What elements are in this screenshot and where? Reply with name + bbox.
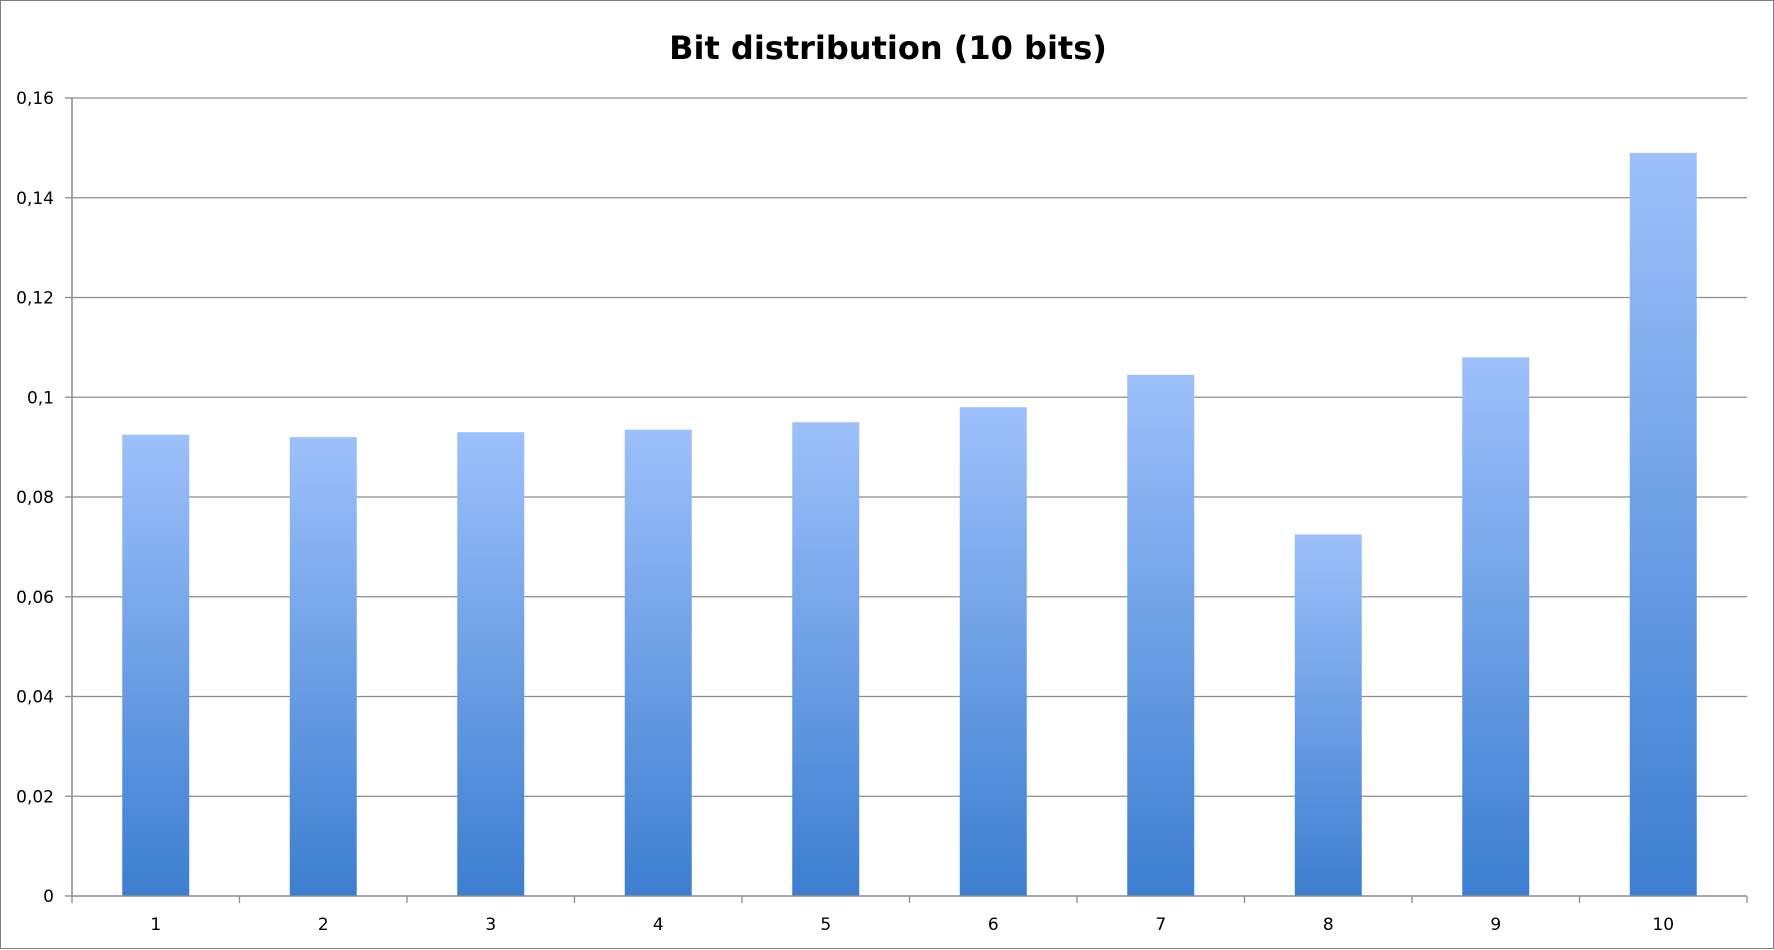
- x-axis-tick-labels: 1 2 3 4 5 6 7 8 9 10: [150, 915, 1674, 935]
- y-tick-label: 0,06: [16, 588, 54, 608]
- y-tick-label: 0,14: [16, 189, 54, 209]
- y-tick-label: 0,04: [16, 688, 54, 708]
- chart-title: Bit distribution (10 bits): [669, 29, 1107, 67]
- x-tick-label: 5: [820, 915, 831, 935]
- y-tick-label: 0,02: [16, 787, 54, 807]
- y-axis-tick-labels: 0 0,02 0,04 0,06 0,08 0,1 0,12 0,14 0,16: [16, 89, 72, 907]
- x-tick-label: 7: [1155, 915, 1166, 935]
- bar-9: [1462, 357, 1530, 897]
- x-tick-label: 3: [485, 915, 496, 935]
- y-tick-label: 0,1: [27, 388, 54, 408]
- x-tick-label: 2: [318, 915, 329, 935]
- x-tick-label: 4: [653, 915, 664, 935]
- bar-1: [122, 434, 190, 896]
- x-tick-label: 9: [1490, 915, 1501, 935]
- y-tick-label: 0,08: [16, 488, 54, 508]
- bar-10: [1629, 152, 1697, 897]
- bar-4: [624, 429, 692, 896]
- bar-8: [1294, 534, 1362, 896]
- y-tick-label: 0,16: [16, 89, 54, 109]
- x-tick-label: 1: [150, 915, 161, 935]
- bar-6: [959, 407, 1027, 896]
- x-tick-label: 10: [1652, 915, 1674, 935]
- bars: [122, 152, 1697, 897]
- bar-2: [289, 437, 357, 896]
- y-tick-label: 0,12: [16, 289, 54, 309]
- bar-7: [1127, 374, 1195, 896]
- bar-5: [792, 422, 860, 896]
- bar-3: [457, 432, 525, 896]
- y-tick-label: 0: [43, 887, 54, 907]
- x-tick-label: 8: [1323, 915, 1334, 935]
- x-tick-label: 6: [988, 915, 999, 935]
